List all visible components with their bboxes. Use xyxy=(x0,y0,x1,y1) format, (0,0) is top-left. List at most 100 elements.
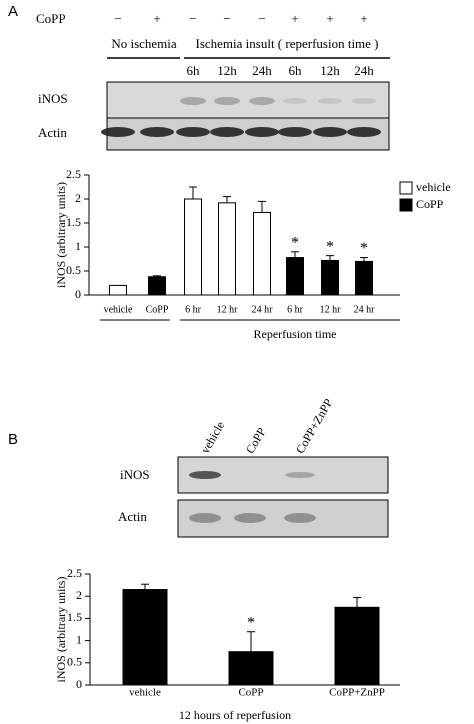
band xyxy=(318,98,342,104)
error-bar xyxy=(326,255,334,261)
lane-label: 24h xyxy=(354,63,374,78)
x-tick-label: CoPP+ZnPP xyxy=(329,687,385,699)
x-tick-label: 12 hr xyxy=(320,304,342,315)
treatment-sign: + xyxy=(326,11,333,26)
y-tick-label: 2.5 xyxy=(67,566,82,580)
error-bar xyxy=(353,597,361,608)
treatment-sign: + xyxy=(360,11,367,26)
y-tick-label: 1 xyxy=(75,239,81,253)
x-axis-label: Reperfusion time xyxy=(254,327,337,341)
group-label: No ischemia xyxy=(111,36,177,51)
band xyxy=(189,471,221,479)
band xyxy=(180,97,206,105)
bar xyxy=(184,198,202,296)
band xyxy=(285,472,315,478)
blot xyxy=(106,81,390,119)
error-bar xyxy=(223,196,231,203)
x-tick-label: vehicle xyxy=(129,687,161,699)
y-tick-label: 2.5 xyxy=(66,167,81,181)
lane-label: 24h xyxy=(252,63,272,78)
treatment-sign: − xyxy=(223,11,230,26)
band xyxy=(210,127,244,137)
band xyxy=(234,513,266,523)
bar xyxy=(122,589,168,686)
blot-label: Actin xyxy=(118,509,147,524)
error-bar xyxy=(360,257,368,262)
band xyxy=(284,513,316,523)
band xyxy=(283,98,307,104)
band xyxy=(313,127,347,137)
lane-label: 6h xyxy=(187,63,201,78)
band xyxy=(352,98,376,104)
band xyxy=(140,127,174,137)
error-bar xyxy=(247,631,255,652)
x-tick-label: 24 hr xyxy=(354,304,376,315)
legend-label: vehicle xyxy=(416,180,451,194)
x-axis-label: 12 hours of reperfusion xyxy=(179,708,291,722)
x-tick-label: 6 hr xyxy=(287,304,304,315)
lane-label: vehicle xyxy=(198,419,227,456)
x-tick-label: vehicle xyxy=(104,304,133,315)
lane-label: 6h xyxy=(289,63,303,78)
panel-label: A xyxy=(8,3,18,20)
x-tick-label: 24 hr xyxy=(252,304,274,315)
error-bar xyxy=(153,275,161,277)
panel-label: B xyxy=(8,431,18,448)
legend-swatch xyxy=(399,198,413,212)
lane-label: CoPP xyxy=(243,425,269,456)
band xyxy=(176,127,210,137)
y-axis-label: iNOS (arbitrary units) xyxy=(54,182,68,288)
significance: * xyxy=(247,614,255,631)
error-bar xyxy=(141,583,149,590)
bar xyxy=(334,606,380,686)
y-tick-label: 0.5 xyxy=(67,655,82,669)
treatment-sign: + xyxy=(291,11,298,26)
treatment-sign: + xyxy=(153,11,160,26)
band xyxy=(347,127,381,137)
treatment-label: CoPP xyxy=(36,11,66,26)
x-tick-label: 6 hr xyxy=(185,304,202,315)
bar xyxy=(355,260,373,296)
band xyxy=(249,97,275,105)
bar xyxy=(218,202,236,296)
y-tick-label: 0 xyxy=(76,677,82,691)
y-tick-label: 1.5 xyxy=(66,215,81,229)
blot-label: iNOS xyxy=(120,467,150,482)
error-bar xyxy=(258,200,266,213)
bar xyxy=(253,211,271,296)
treatment-sign: − xyxy=(189,11,196,26)
bar xyxy=(148,276,166,296)
lane-label: 12h xyxy=(217,63,237,78)
treatment-sign: − xyxy=(114,11,121,26)
x-tick-label: CoPP xyxy=(146,304,169,315)
blot-label: iNOS xyxy=(38,91,68,106)
blot-label: Actin xyxy=(38,125,67,140)
band xyxy=(278,127,312,137)
y-tick-label: 0 xyxy=(75,287,81,301)
x-tick-label: CoPP xyxy=(238,687,263,699)
y-tick-label: 1 xyxy=(76,632,82,646)
y-tick-label: 1.5 xyxy=(67,610,82,624)
treatment-sign: − xyxy=(258,11,265,26)
legend-swatch xyxy=(399,181,413,195)
x-tick-label: 12 hr xyxy=(217,304,239,315)
y-tick-label: 0.5 xyxy=(66,263,81,277)
band xyxy=(214,97,240,105)
band xyxy=(245,127,279,137)
y-tick-label: 2 xyxy=(76,588,82,602)
y-tick-label: 2 xyxy=(75,191,81,205)
group-label: Ischemia insult ( reperfusion time ) xyxy=(195,36,378,51)
band xyxy=(189,513,221,523)
bar xyxy=(109,284,127,296)
error-bar xyxy=(189,186,197,199)
band xyxy=(101,127,135,137)
bar xyxy=(228,651,274,686)
legend-label: CoPP xyxy=(416,197,444,211)
significance: * xyxy=(360,240,368,257)
y-axis-label: iNOS (arbitrary units) xyxy=(54,577,68,683)
error-bar xyxy=(291,251,299,258)
bar xyxy=(321,259,339,296)
bar xyxy=(286,257,304,296)
significance: * xyxy=(326,238,334,255)
